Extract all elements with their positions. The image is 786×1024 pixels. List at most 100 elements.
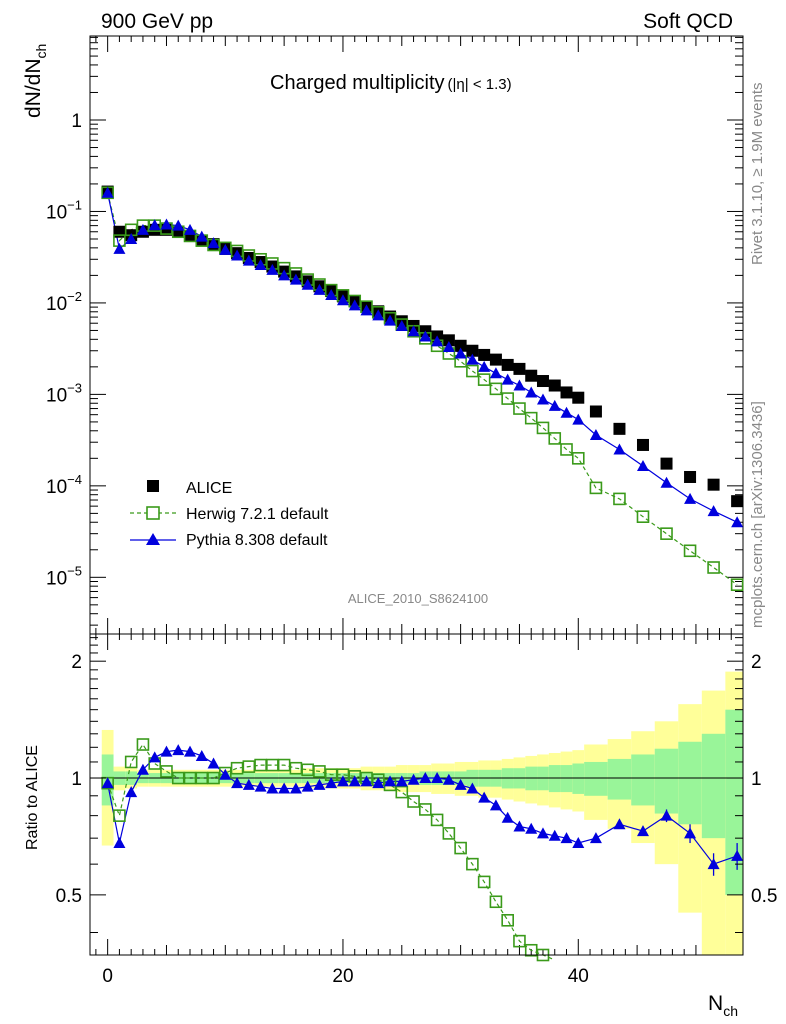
pythia-point bbox=[525, 386, 538, 398]
pythia-ratio-point bbox=[195, 749, 208, 761]
pythia-point bbox=[231, 249, 244, 261]
herwig-ratio-point bbox=[477, 875, 491, 889]
main-series-layer bbox=[101, 185, 744, 592]
herwig-point bbox=[707, 561, 720, 574]
pythia-point bbox=[113, 242, 126, 254]
herwig-point bbox=[636, 510, 650, 523]
herwig-point bbox=[683, 544, 697, 558]
herwig-point bbox=[560, 443, 573, 456]
herwig-point bbox=[466, 364, 479, 378]
herwig-ratio-point bbox=[442, 827, 456, 840]
ratio-y-tick-label-left: 0.5 bbox=[56, 886, 82, 907]
alice-point bbox=[489, 353, 502, 366]
pythia-point bbox=[148, 219, 161, 231]
pythia-point bbox=[184, 223, 197, 235]
pythia-point bbox=[613, 443, 626, 455]
pythia-point bbox=[207, 237, 220, 249]
herwig-ratio-point bbox=[489, 895, 503, 909]
main-y-axis-title-sub: ch bbox=[33, 44, 49, 59]
pythia-point bbox=[431, 335, 444, 347]
pythia-ratio-point bbox=[160, 745, 173, 757]
pythia-point bbox=[195, 230, 208, 242]
ratio-panel: 0.5 0.51 12 20 20 40 bbox=[56, 633, 777, 987]
ratio-band-inner bbox=[654, 748, 679, 814]
herwig-line bbox=[107, 192, 738, 586]
pythia-point bbox=[560, 406, 573, 418]
herwig-ratio-point bbox=[513, 934, 526, 948]
plot-title-main: Charged multiplicity bbox=[270, 72, 445, 94]
pythia-point bbox=[536, 393, 549, 405]
herwig-ratio-point bbox=[407, 795, 420, 808]
herwig-point bbox=[613, 492, 626, 506]
pythia-point bbox=[301, 278, 314, 290]
alice-point bbox=[536, 375, 549, 388]
pythia-ratio-point bbox=[336, 775, 349, 787]
header-right: Soft QCD bbox=[643, 10, 733, 33]
herwig-point bbox=[513, 402, 526, 415]
alice-point bbox=[501, 358, 514, 371]
analysis-watermark: ALICE_2010_S8624100 bbox=[348, 591, 488, 606]
alice-point bbox=[560, 386, 573, 399]
pythia-point bbox=[684, 492, 697, 504]
pythia-ratio-point bbox=[525, 822, 538, 834]
ratio-series-layer bbox=[101, 738, 744, 962]
pythia-ratio-point bbox=[184, 745, 197, 757]
alice-point bbox=[707, 478, 720, 491]
pythia-point bbox=[266, 263, 279, 275]
pythia-point bbox=[589, 428, 602, 440]
ratio-band-inner bbox=[560, 765, 573, 793]
ratio-y-tick-label-right: 1 bbox=[751, 769, 762, 790]
herwig-ratio-point bbox=[501, 913, 514, 927]
pythia-ratio-point bbox=[501, 811, 514, 823]
ratio-frame bbox=[89, 633, 744, 956]
header-left: 900 GeV pp bbox=[101, 10, 213, 33]
legend-pythia-marker bbox=[146, 533, 160, 545]
herwig-ratio-point bbox=[395, 785, 409, 799]
pythia-point bbox=[219, 243, 232, 255]
x-tick-label: 40 bbox=[568, 966, 589, 987]
pythia-point bbox=[372, 309, 385, 321]
herwig-point bbox=[589, 481, 603, 495]
pythia-point bbox=[160, 218, 173, 230]
ratio-band-inner bbox=[572, 763, 585, 794]
ratio-y-axis-title: Ratio to ALICE bbox=[24, 745, 41, 850]
pythia-ratio-point bbox=[242, 778, 255, 790]
pythia-point bbox=[313, 283, 326, 295]
herwig-point bbox=[524, 411, 538, 425]
pythia-point bbox=[548, 399, 561, 411]
pythia-ratio-point bbox=[372, 777, 385, 789]
pythia-ratio-point bbox=[125, 786, 138, 798]
pythia-ratio-point bbox=[313, 778, 326, 790]
pythia-ratio-point bbox=[207, 757, 220, 769]
pythia-point bbox=[395, 319, 408, 331]
ratio-axis-ticks: 0.5 0.51 12 20 20 40 bbox=[56, 637, 777, 987]
pythia-point bbox=[136, 223, 149, 235]
pythia-point bbox=[419, 330, 432, 342]
ratio-band-inner bbox=[701, 733, 726, 839]
x-tick-label: 20 bbox=[332, 966, 353, 987]
pythia-ratio-point bbox=[454, 778, 467, 790]
alice-point bbox=[466, 344, 479, 357]
pythia-ratio-point bbox=[636, 825, 649, 837]
pythia-ratio-point bbox=[136, 763, 149, 775]
pythia-point bbox=[731, 516, 744, 528]
main-y-tick-label: 10−1 bbox=[46, 197, 82, 223]
herwig-ratio-point bbox=[113, 809, 126, 822]
pythia-point bbox=[254, 258, 267, 270]
herwig-point bbox=[536, 421, 550, 435]
pythia-point bbox=[501, 373, 514, 385]
pythia-point bbox=[660, 476, 673, 488]
pythia-ratio-point bbox=[489, 799, 502, 811]
pythia-ratio-point bbox=[466, 782, 479, 794]
x-axis-title-main: N bbox=[708, 992, 723, 1015]
herwig-ratio-point bbox=[430, 813, 444, 827]
ratio-band-inner bbox=[548, 765, 561, 793]
pythia-ratio-point bbox=[560, 832, 573, 844]
ratio-y-tick-label-right: 0.5 bbox=[751, 886, 777, 907]
alice-point bbox=[442, 334, 455, 347]
main-y-tick-label: 10−4 bbox=[46, 472, 82, 498]
herwig-ratio-point bbox=[466, 857, 479, 871]
alice-point bbox=[613, 422, 626, 435]
main-y-tick-label: 1 bbox=[71, 111, 82, 132]
